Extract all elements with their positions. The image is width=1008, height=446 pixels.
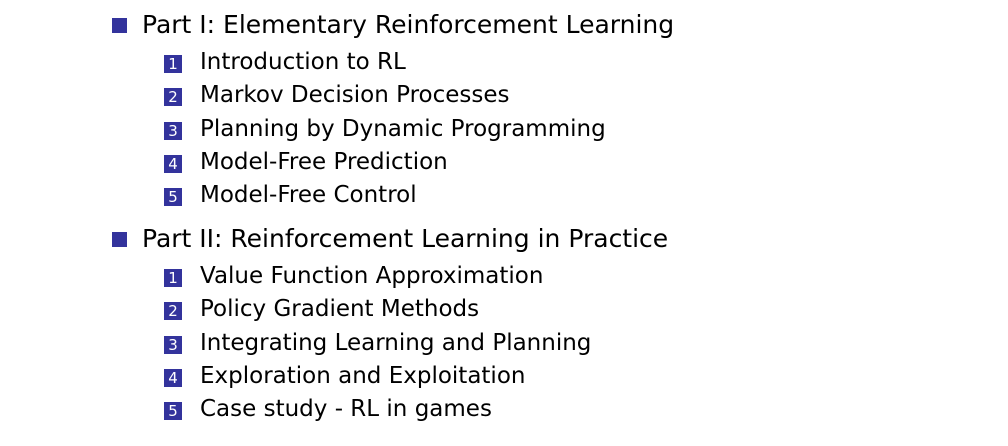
- list-item: 3 Integrating Learning and Planning: [164, 327, 668, 360]
- number-badge-icon: 3: [164, 121, 182, 140]
- part-2-heading: Part II: Reinforcement Learning in Pract…: [112, 222, 668, 256]
- list-item: 3 Planning by Dynamic Programming: [164, 113, 674, 146]
- list-item-label: Value Function Approximation: [200, 263, 544, 290]
- number-badge-icon: 2: [164, 302, 182, 321]
- part-1-list: 1 Introduction to RL 2 Markov Decision P…: [164, 46, 674, 212]
- list-item-label: Policy Gradient Methods: [200, 296, 480, 323]
- list-item-label: Planning by Dynamic Programming: [200, 115, 606, 142]
- part-2-title: Part II: Reinforcement Learning in Pract…: [142, 224, 669, 253]
- list-item: 1 Value Function Approximation: [164, 260, 668, 293]
- list-item: 2 Markov Decision Processes: [164, 79, 674, 112]
- part-2-list: 1 Value Function Approximation 2 Policy …: [164, 260, 668, 426]
- list-item-label: Model-Free Control: [200, 182, 417, 209]
- part-2-section: Part II: Reinforcement Learning in Pract…: [112, 222, 668, 426]
- number-badge-icon: 2: [164, 88, 182, 107]
- square-bullet-icon: [112, 17, 127, 33]
- part-1-heading: Part I: Elementary Reinforcement Learnin…: [112, 8, 674, 42]
- list-item: 4 Exploration and Exploitation: [164, 360, 668, 393]
- number-badge-icon: 4: [164, 369, 182, 388]
- list-item-label: Introduction to RL: [200, 49, 406, 76]
- list-item-label: Integrating Learning and Planning: [200, 329, 592, 356]
- part-1-title: Part I: Elementary Reinforcement Learnin…: [142, 10, 675, 39]
- list-item-label: Exploration and Exploitation: [200, 363, 526, 390]
- number-badge-icon: 1: [164, 269, 182, 288]
- list-item: 5 Model-Free Control: [164, 179, 674, 212]
- list-item: 1 Introduction to RL: [164, 46, 674, 79]
- list-item: 5 Case study - RL in games: [164, 393, 668, 426]
- list-item-label: Case study - RL in games: [200, 396, 492, 423]
- list-item-label: Markov Decision Processes: [200, 82, 510, 109]
- number-badge-icon: 1: [164, 55, 182, 74]
- list-item: 4 Model-Free Prediction: [164, 146, 674, 179]
- number-badge-icon: 5: [164, 188, 182, 207]
- number-badge-icon: 3: [164, 335, 182, 354]
- number-badge-icon: 4: [164, 155, 182, 174]
- part-1-section: Part I: Elementary Reinforcement Learnin…: [112, 8, 674, 212]
- list-item: 2 Policy Gradient Methods: [164, 293, 668, 326]
- number-badge-icon: 5: [164, 402, 182, 421]
- list-item-label: Model-Free Prediction: [200, 149, 448, 176]
- square-bullet-icon: [112, 231, 127, 247]
